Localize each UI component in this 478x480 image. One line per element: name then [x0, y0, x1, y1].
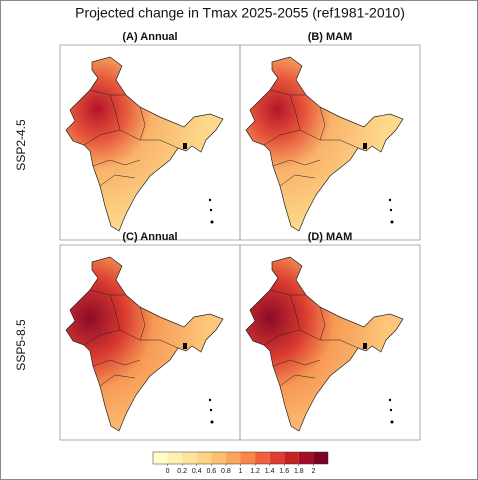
colorbar-swatch [211, 452, 226, 464]
colorbar-swatch [269, 452, 285, 464]
colorbar-swatch [167, 452, 183, 464]
colorbar-swatch [182, 452, 197, 464]
panel-title: (D) MAM [308, 231, 353, 243]
row-label: SSP5-8.5 [14, 319, 28, 371]
colorbar-swatch [240, 452, 256, 464]
colorbar-swatch [153, 452, 168, 464]
colorbar-swatch [196, 452, 212, 464]
map [65, 256, 224, 432]
colorbar-tick-label: 0 [166, 468, 170, 475]
colorbar-tick-label: 0.8 [221, 468, 231, 475]
map [245, 256, 404, 432]
colorbar-swatch [284, 452, 299, 464]
panel-title: (B) MAM [308, 31, 353, 43]
figure-title: Projected change in Tmax 2025-2055 (ref1… [75, 5, 405, 21]
colorbar: 0 0.2 0.4 0.6 0.8 1 1.2 1.4 1.6 1.8 2 [152, 451, 329, 475]
colorbar-tick-label: 0.6 [206, 468, 216, 475]
colorbar-tick-label: 1.2 [250, 468, 260, 475]
colorbar-tick-label: 0.4 [192, 468, 202, 475]
panel-frame [239, 244, 421, 441]
colorbar-tick-label: 1.8 [294, 468, 304, 475]
row-label: SSP2-4.5 [14, 119, 28, 171]
colorbar-tick-label: 1.6 [279, 468, 289, 475]
colorbar-tick-label: 1 [239, 468, 243, 475]
map [245, 56, 404, 232]
panel-title: (A) Annual [122, 31, 177, 43]
colorbar-swatch [255, 452, 270, 464]
colorbar-swatch [298, 452, 314, 464]
panel-title: (C) Annual [122, 231, 177, 243]
panel-frame [239, 44, 421, 241]
colorbar-tick-label: 0.2 [177, 468, 187, 475]
colorbar-tick-label: 1.4 [265, 468, 275, 475]
colorbar-swatch [225, 452, 241, 464]
colorbar-tick-label: 2 [311, 468, 315, 475]
colorbar-swatch [313, 452, 328, 464]
map [65, 56, 224, 232]
